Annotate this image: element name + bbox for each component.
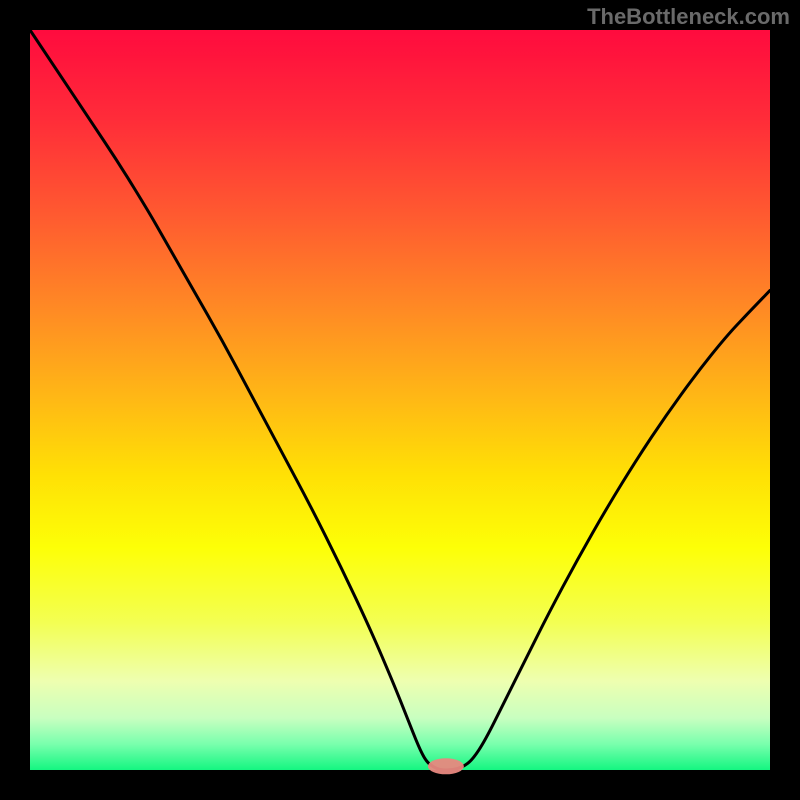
gradient-plot-area xyxy=(30,30,770,770)
bottleneck-chart: TheBottleneck.com xyxy=(0,0,800,800)
chart-svg xyxy=(0,0,800,800)
optimal-marker xyxy=(428,758,464,774)
